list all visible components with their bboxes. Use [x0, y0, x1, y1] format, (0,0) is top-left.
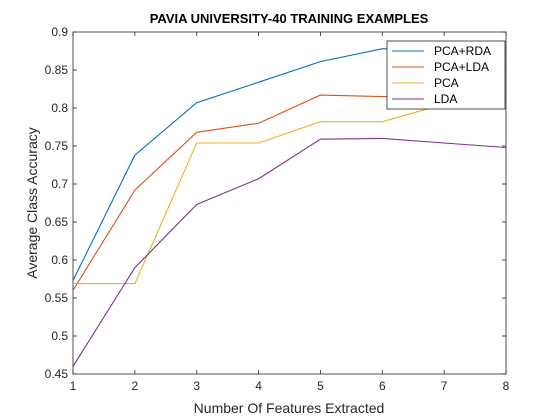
legend: PCA+RDA PCA+LDA PCA LDA [386, 40, 506, 110]
y-tick-label: 0.85 [45, 63, 69, 77]
series-line-lda [72, 137, 507, 367]
x-tick-label: 8 [503, 379, 510, 393]
legend-box [386, 40, 506, 110]
y-tick-label: 0.7 [51, 177, 68, 191]
legend-label: LDA [434, 92, 457, 106]
x-tick-label: 1 [70, 379, 77, 393]
legend-label: PCA [434, 76, 459, 90]
legend-label: PCA+LDA [434, 60, 489, 74]
y-tick-label: 0.5 [51, 329, 68, 343]
x-tick-label: 7 [441, 379, 448, 393]
y-axis-label: Average Class Accuracy [24, 127, 40, 278]
axis-ticks: 1 2 3 4 5 6 7 8 0.45 0.5 0.55 0.6 0.65 0.7 0.75 0.8 0.85… [45, 25, 510, 393]
x-tick-label: 2 [132, 379, 139, 393]
y-tick-label: 0.45 [45, 367, 69, 381]
x-tick-label: 3 [193, 379, 200, 393]
y-tick-label: 0.65 [45, 215, 69, 229]
y-tick-label: 0.6 [51, 253, 68, 267]
chart-title: PAVIA UNIVERSITY-40 TRAINING EXAMPLES [150, 11, 429, 26]
y-tick-label: 0.75 [45, 139, 69, 153]
y-tick-label: 0.8 [51, 101, 68, 115]
x-axis-label: Number Of Features Extracted [194, 400, 385, 416]
y-tick-label: 0.9 [51, 25, 68, 39]
y-tick-label: 0.55 [45, 291, 69, 305]
x-tick-label: 4 [255, 379, 262, 393]
x-tick-label: 5 [317, 379, 324, 393]
legend-label: PCA+RDA [434, 44, 491, 58]
x-tick-label: 6 [379, 379, 386, 393]
